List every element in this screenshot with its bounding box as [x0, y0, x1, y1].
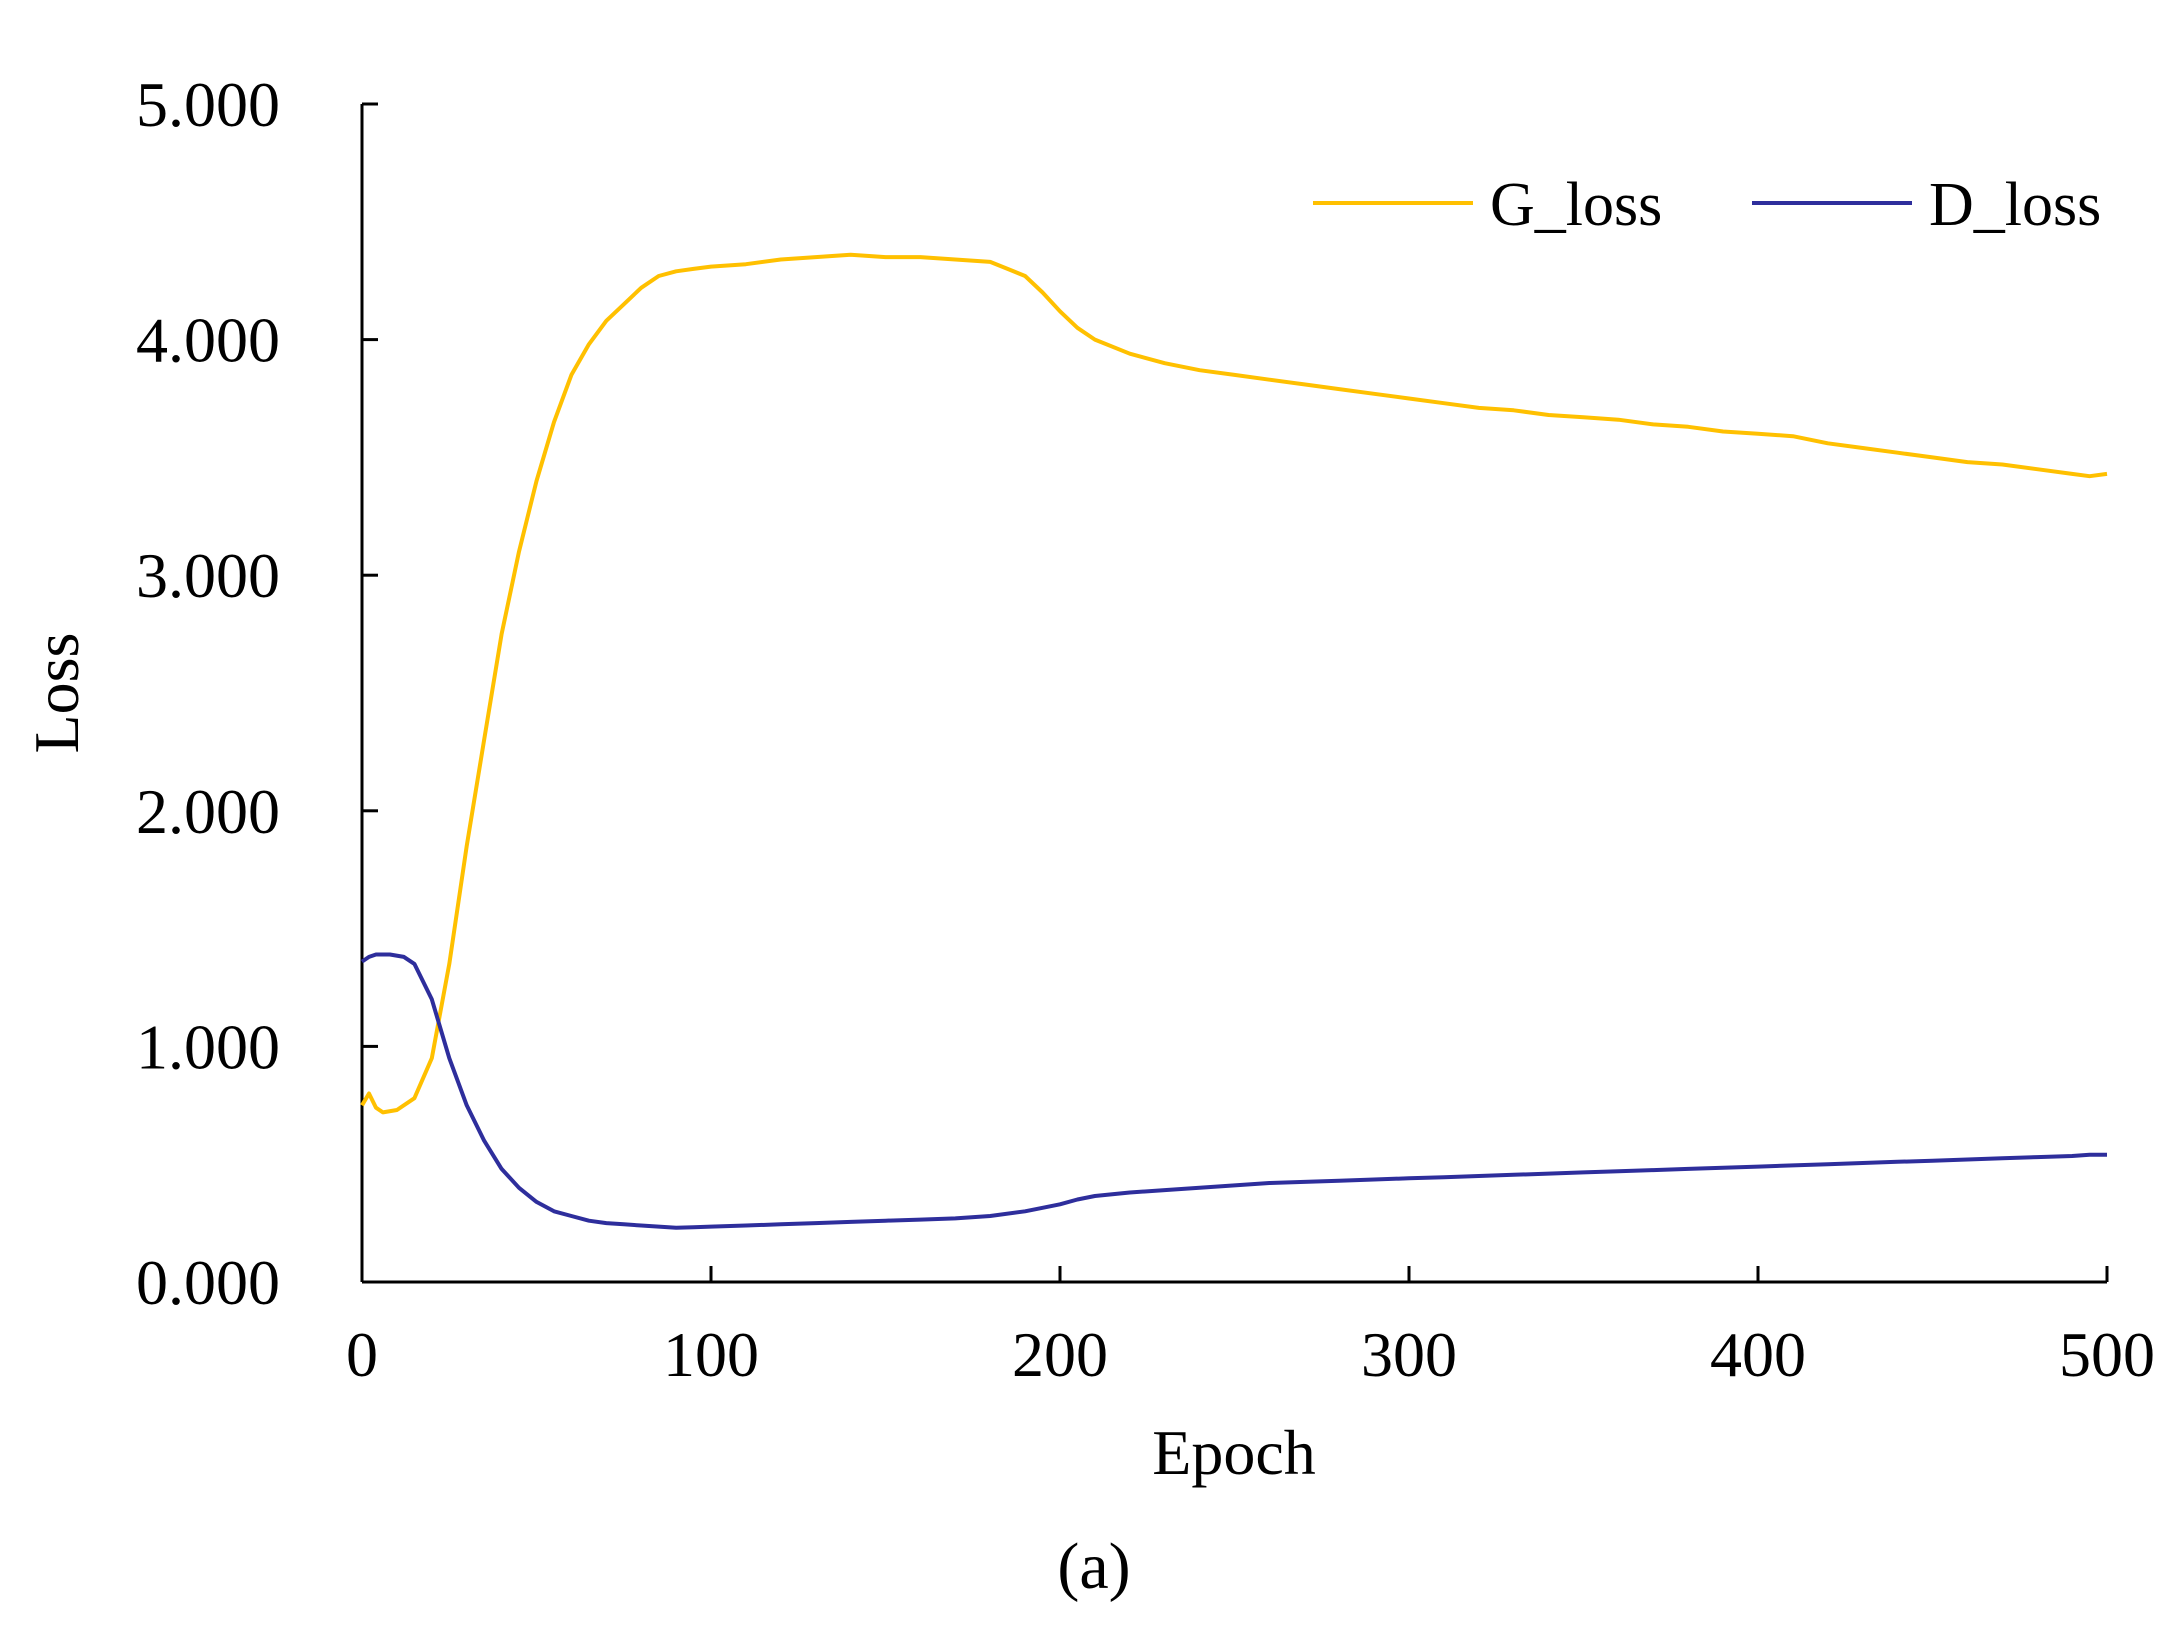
- x-tick-label: 100: [663, 1319, 759, 1390]
- x-axis-title: Epoch: [1152, 1417, 1316, 1488]
- y-ticks: 0.000 1.000 2.000 3.000 4.000 5.000: [136, 69, 378, 1318]
- x-tick-label: 400: [1710, 1319, 1806, 1390]
- y-tick-label: 0.000: [136, 1247, 280, 1318]
- plot-area: 0 100 200 300 400 500 0.000 1.000 2.000 3.000 4.0…: [136, 69, 2155, 1390]
- series-line-g-loss: [360, 252, 2108, 1115]
- x-tick-label: 300: [1361, 1319, 1457, 1390]
- x-ticks: 0 100 200 300 400 500: [346, 1266, 2155, 1390]
- x-tick-label: 0: [346, 1319, 378, 1390]
- y-tick-label: 1.000: [136, 1011, 280, 1082]
- series-lines: [360, 252, 2108, 1230]
- y-tick-label: 5.000: [136, 69, 280, 140]
- legend: G_loss D_loss: [1313, 171, 2101, 239]
- y-tick-label: 4.000: [136, 305, 280, 376]
- y-axis-title: Loss: [21, 633, 92, 754]
- x-tick-label: 500: [2059, 1319, 2155, 1390]
- legend-label-d-loss: D_loss: [1929, 171, 2101, 239]
- y-tick-label: 3.000: [136, 540, 280, 611]
- series-line-d-loss: [360, 952, 2107, 1230]
- panel-label: (a): [1057, 1530, 1130, 1603]
- y-tick-label: 2.000: [136, 776, 280, 847]
- legend-label-g-loss: G_loss: [1490, 171, 1662, 239]
- x-tick-label: 200: [1012, 1319, 1108, 1390]
